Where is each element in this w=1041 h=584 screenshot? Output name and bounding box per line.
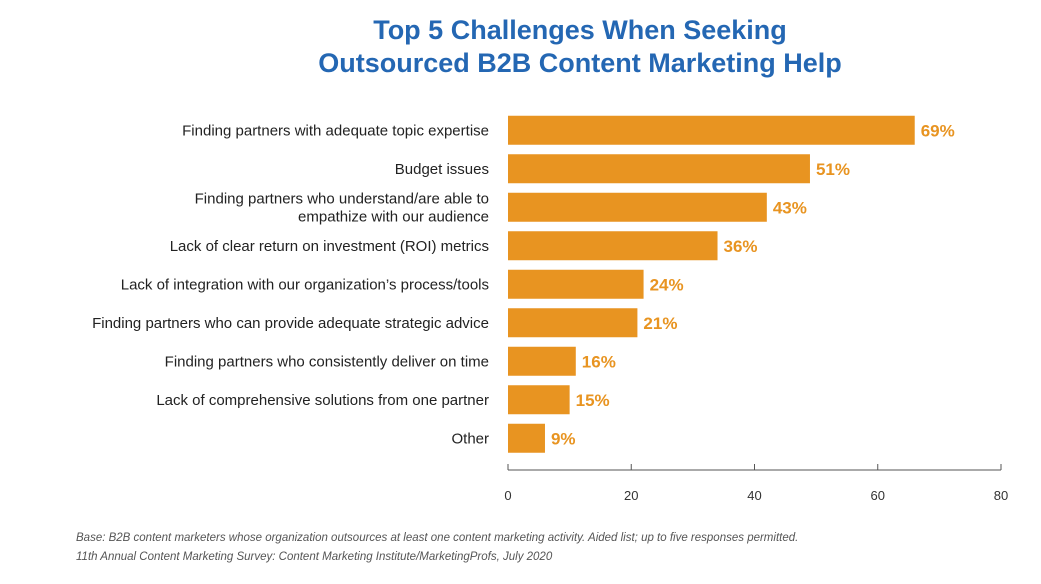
bar-7 — [508, 385, 570, 415]
bar-2 — [508, 192, 767, 222]
category-label-8: Other — [451, 430, 489, 447]
category-label-3: Lack of clear return on investment (ROI)… — [170, 238, 489, 255]
footnote-base: Base: B2B content marketers whose organi… — [76, 532, 799, 544]
bar-4 — [508, 269, 644, 299]
footnote-source: 11th Annual Content Marketing Survey: Co… — [76, 551, 553, 563]
value-label-8: 9% — [551, 429, 576, 448]
x-tick-label-1: 20 — [624, 488, 638, 503]
category-label-5: Finding partners who can provide adequat… — [92, 315, 489, 332]
value-label-6: 16% — [582, 352, 616, 371]
x-tick-label-3: 60 — [871, 488, 885, 503]
bar-6 — [508, 346, 576, 376]
value-label-3: 36% — [724, 237, 758, 256]
category-label-2-line-1: empathize with our audience — [298, 208, 489, 225]
bar-8 — [508, 423, 545, 453]
value-label-1: 51% — [816, 160, 850, 179]
x-tick-label-4: 80 — [994, 488, 1008, 503]
bar-1 — [508, 154, 810, 184]
chart-title-line-1: Top 5 Challenges When Seeking — [373, 15, 787, 45]
x-tick-label-0: 0 — [504, 488, 511, 503]
value-label-7: 15% — [576, 391, 610, 410]
bar-3 — [508, 231, 718, 261]
category-label-1: Budget issues — [395, 161, 489, 178]
chart-title-line-2: Outsourced B2B Content Marketing Help — [318, 48, 842, 78]
value-label-5: 21% — [643, 314, 677, 333]
chart-title: Top 5 Challenges When Seeking Outsourced… — [0, 14, 1041, 80]
category-label-2-line-0: Finding partners who understand/are able… — [195, 190, 489, 207]
bar-5 — [508, 308, 638, 338]
value-label-4: 24% — [650, 275, 684, 294]
value-label-0: 69% — [921, 121, 955, 140]
category-label-6: Finding partners who consistently delive… — [165, 353, 489, 370]
x-tick-label-2: 40 — [747, 488, 761, 503]
value-label-2: 43% — [773, 198, 807, 217]
category-label-0: Finding partners with adequate topic exp… — [182, 122, 489, 139]
bar-0 — [508, 115, 915, 145]
category-label-4: Lack of integration with our organizatio… — [121, 276, 489, 293]
category-label-7: Lack of comprehensive solutions from one… — [156, 392, 489, 409]
